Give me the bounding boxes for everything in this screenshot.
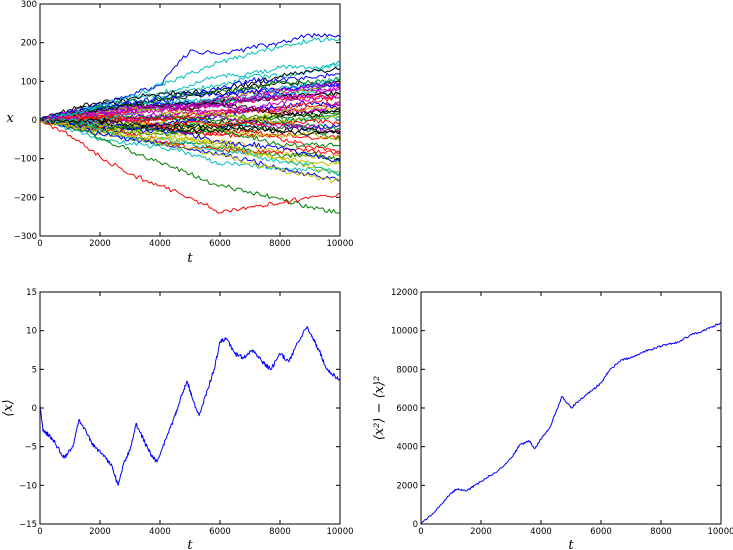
x-tick-label: 8000: [269, 527, 291, 537]
y-tick-label: −100: [14, 155, 37, 165]
x-tick-label: 6000: [209, 239, 231, 249]
trajectory-line: [39, 115, 341, 128]
trajectory-line: [39, 95, 341, 121]
y-tick-label: 10000: [391, 327, 418, 337]
y-axis-label: ⟨x⟩: [1, 399, 16, 416]
trajectory-line: [39, 118, 341, 214]
y-axis-label: ⟨x²⟩ − ⟨x⟩²: [372, 376, 387, 441]
x-tick-label: 2000: [470, 527, 492, 537]
trajectory-line: [39, 37, 341, 122]
y-tick-label: 0: [413, 520, 418, 530]
axis-ticks: 0 2000 4000 6000 8000 10000 300 200 100 0 −100 −200…: [14, 0, 354, 249]
trajectory-line: [39, 119, 341, 214]
y-tick-label: 300: [21, 0, 37, 10]
y-tick-label: −200: [14, 193, 37, 203]
y-tick-label: 2000: [396, 481, 418, 491]
x-tick-label: 0: [37, 527, 42, 537]
y-tick-label: 0: [32, 404, 37, 414]
panel-variance: 0 2000 4000 6000 8000 10000 12000 10000 8000 6000…: [372, 288, 733, 550]
y-tick-label: 200: [21, 39, 37, 49]
y-tick-label: 0: [32, 116, 37, 126]
y-tick-label: −300: [14, 232, 37, 242]
y-tick-label: 6000: [396, 404, 418, 414]
x-tick-label: 0: [37, 239, 42, 249]
x-tick-label: 4000: [149, 527, 171, 537]
trajectory-line: [39, 63, 341, 121]
trajectory-line: [39, 66, 341, 121]
trajectory-series-group: [39, 33, 341, 214]
y-tick-label: 4000: [396, 443, 418, 453]
x-tick-label: 2000: [89, 239, 111, 249]
x-tick-label: 8000: [650, 527, 672, 537]
trajectory-line: [39, 101, 341, 121]
x-tick-label: 2000: [89, 527, 111, 537]
mean-line: [39, 326, 341, 486]
x-axis-label: t: [568, 538, 574, 550]
mean-series-group: [39, 326, 341, 486]
x-tick-label: 6000: [590, 527, 612, 537]
y-tick-label: 10: [26, 327, 37, 337]
trajectory-line: [39, 118, 341, 142]
trajectory-line: [39, 118, 341, 184]
x-axis-label: t: [187, 538, 193, 550]
panel-trajectories: 0 2000 4000 6000 8000 10000 300 200 100 0 −100 −200…: [6, 0, 353, 266]
y-tick-label: 12000: [391, 288, 418, 298]
trajectory-line: [39, 76, 341, 123]
trajectory-line: [39, 117, 341, 136]
y-tick-label: 8000: [396, 365, 418, 375]
x-tick-label: 10000: [707, 527, 733, 537]
y-axis-label: x: [6, 111, 14, 126]
trajectory-line: [39, 118, 341, 176]
plot-frame: [39, 291, 341, 525]
x-tick-label: 10000: [326, 527, 353, 537]
x-tick-label: 6000: [209, 527, 231, 537]
x-tick-label: 8000: [269, 239, 291, 249]
x-axis-label: t: [187, 251, 193, 266]
trajectory-line: [39, 119, 341, 182]
x-tick-label: 10000: [326, 239, 353, 249]
panel-mean: 0 2000 4000 6000 8000 10000 15 10 5 0 −5 −10 −15 t ⟨…: [1, 288, 354, 550]
trajectory-line: [39, 33, 341, 122]
axis-ticks: 0 2000 4000 6000 8000 10000 15 10 5 0 −5 −10 −15: [19, 288, 353, 537]
x-tick-label: 4000: [149, 239, 171, 249]
y-tick-label: 15: [26, 288, 37, 298]
y-tick-label: 100: [21, 77, 37, 87]
y-tick-label: −15: [19, 520, 37, 530]
trajectory-line: [39, 117, 341, 177]
x-tick-label: 0: [418, 527, 423, 537]
x-tick-label: 4000: [530, 527, 552, 537]
y-tick-label: −5: [24, 443, 37, 453]
variance-series-group: [420, 322, 722, 525]
variance-line: [420, 322, 722, 525]
axis-ticks: 0 2000 4000 6000 8000 10000 12000 10000 8000 6000…: [391, 288, 733, 537]
y-tick-label: 5: [32, 365, 37, 375]
y-tick-label: −10: [19, 481, 37, 491]
trajectory-line: [39, 100, 341, 130]
